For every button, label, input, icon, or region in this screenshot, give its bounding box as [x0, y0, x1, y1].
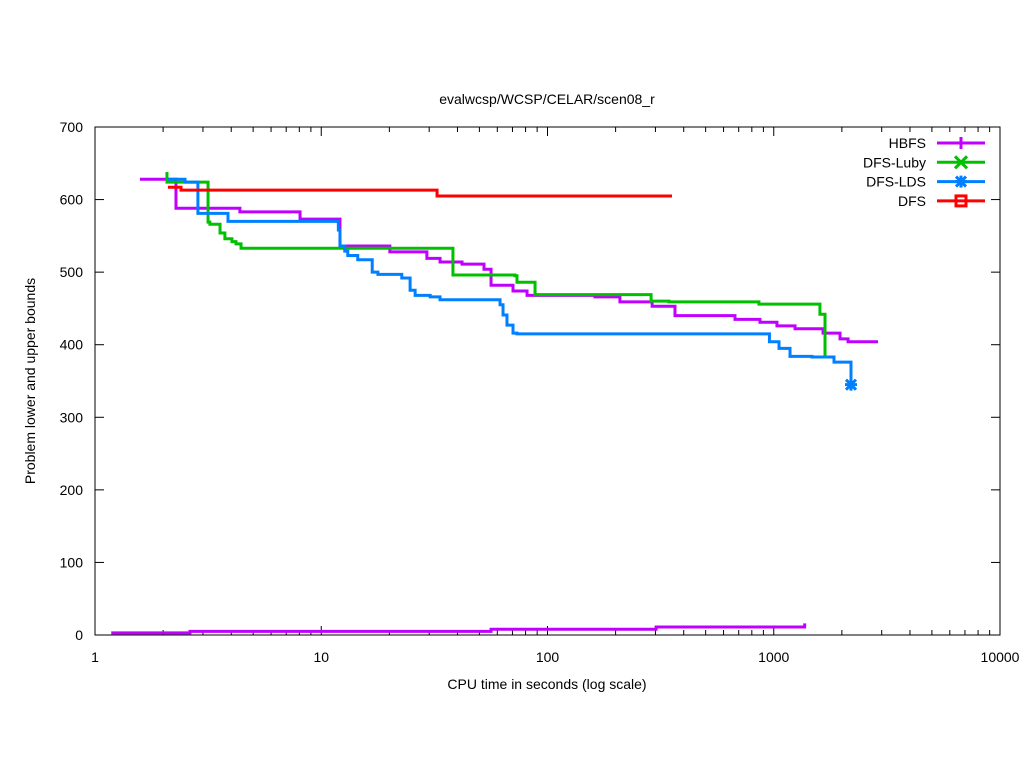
series-end-marker-dfs-lds [844, 378, 858, 391]
plot-area [111, 171, 879, 635]
x-tick-label: 100 [536, 649, 560, 665]
legend-label-hbfs: HBFS [889, 135, 926, 151]
series-line-dfs-lds [167, 177, 853, 385]
x-tick-label: 1000 [758, 649, 789, 665]
y-tick-label: 700 [60, 119, 84, 135]
y-tick-label: 500 [60, 264, 84, 280]
legend-marker-dfs [954, 194, 968, 208]
series-line-dfs [167, 185, 672, 198]
series-line-hbfs [139, 177, 879, 344]
marker-part [844, 378, 858, 391]
y-tick-label: 100 [60, 554, 84, 570]
legend-label-dfs-luby: DFS-Luby [863, 154, 926, 170]
chart-title: evalwcsp/WCSP/CELAR/scen08_r [439, 91, 655, 107]
y-axis-label: Problem lower and upper bounds [22, 278, 38, 484]
plot-border [94, 126, 1001, 636]
legend-marker-hbfs [955, 137, 967, 149]
x-tick-label: 1 [91, 649, 99, 665]
legend-marker-dfs-luby [953, 155, 969, 170]
marker-part [954, 175, 968, 188]
x-tick-label: 10 [313, 649, 329, 665]
y-tick-label: 300 [60, 409, 84, 425]
y-tick-label: 600 [60, 192, 84, 208]
y-tick-label: 0 [75, 627, 83, 643]
marker-part [954, 194, 968, 208]
legend: HBFS DFS-Luby DFS-LDS DFS [863, 135, 985, 209]
legend-label-dfs-lds: DFS-LDS [866, 174, 926, 190]
series-line-hbfs-lower-bound [111, 623, 807, 635]
y-tick-label: 400 [60, 337, 84, 353]
legend-marker-dfs-lds [954, 175, 968, 188]
axes: 1 10 100 1000 10000 0 100 200 300 400 500 600 700 [60, 119, 1020, 665]
x-tick-label: 10000 [981, 649, 1020, 665]
legend-label-dfs: DFS [898, 193, 926, 209]
x-axis-label: CPU time in seconds (log scale) [447, 676, 646, 692]
marker-part [953, 155, 969, 170]
series-line-dfs-luby [165, 171, 827, 358]
y-tick-label: 200 [60, 482, 84, 498]
